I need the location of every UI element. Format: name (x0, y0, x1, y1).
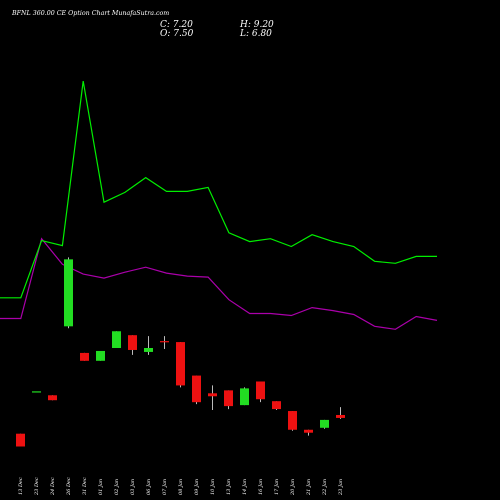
candle-body (80, 352, 89, 361)
candle-body (304, 429, 313, 433)
candle-body (16, 433, 25, 447)
x-tick-label: 06 Jan (146, 479, 152, 495)
x-tick-label: 14 Jan (242, 479, 248, 495)
x-tick-label: 01 Jan (98, 479, 104, 495)
candle-body (64, 259, 73, 327)
candle-body (48, 395, 57, 401)
upper-line (0, 80, 437, 299)
candle-body (208, 393, 217, 397)
candle-body (32, 391, 41, 393)
x-tick-label: 07 Jan (162, 479, 168, 495)
x-tick-label: 13 Dec (18, 477, 24, 495)
x-tick-label: 17 Jan (274, 479, 280, 495)
x-tick-label: 02 Jan (114, 479, 120, 495)
close-value: C: 7.20 (160, 20, 193, 30)
high-value: H: 9.20 (240, 20, 274, 30)
x-tick-label: 13 Jan (226, 479, 232, 495)
candle-body (160, 341, 169, 343)
candle-body (192, 375, 201, 403)
x-tick-label: 09 Jan (194, 479, 200, 495)
low-value: L: 6.80 (240, 29, 272, 39)
candle-body (176, 342, 185, 386)
candle-body (96, 350, 105, 361)
x-tick-label: 21 Jan (306, 479, 312, 496)
candle-body (112, 331, 121, 348)
candle-body (144, 348, 153, 352)
candle-body (320, 419, 329, 428)
candle-body (224, 390, 233, 407)
candle-body (240, 388, 249, 406)
candle-body (256, 381, 265, 400)
candle-body (272, 401, 281, 410)
x-tick-label: 03 Jan (130, 479, 136, 495)
x-tick-label: 16 Jan (258, 479, 264, 495)
chart-title: BFNL 360.00 CE Option Chart MunafaSutra.… (12, 10, 170, 17)
x-tick-label: 22 Jan (322, 479, 328, 496)
x-tick-label: 23 Jan (338, 479, 344, 496)
candle-body (128, 335, 137, 350)
x-tick-label: 31 Dec (82, 477, 88, 495)
x-tick-label: 24 Dec (50, 477, 56, 496)
candle-body (288, 411, 297, 430)
x-tick-label: 26 Dec (66, 477, 72, 496)
x-tick-label: 20 Jan (290, 479, 296, 496)
open-value: O: 7.50 (160, 29, 194, 39)
candle-body (336, 414, 345, 418)
x-tick-label: 10 Jan (210, 479, 216, 495)
x-tick-label: 08 Jan (178, 479, 184, 495)
x-tick-label: 23 Dec (34, 477, 40, 496)
